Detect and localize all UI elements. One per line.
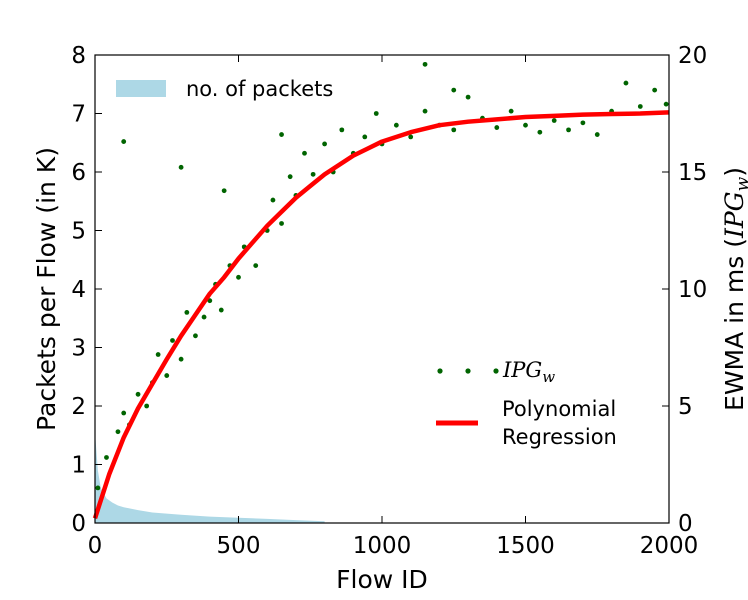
x-tick-label: 1000 [353,533,412,559]
regression-line-layer [92,110,670,520]
x-ticks: 0 500 1000 1500 2000 [88,55,699,559]
y-right-tick-label: 0 [678,511,693,537]
legend-dot [493,368,499,374]
y-right-label-prefix: EWMA in ms ( [720,238,748,411]
scatter-point [193,333,198,339]
scatter-point [422,108,428,114]
scatter-point [362,134,368,140]
x-tick-label: 0 [88,533,103,559]
packets-area-layer [95,432,325,523]
scatter-point [104,455,109,460]
y-right-label-suffix: ) [720,167,748,177]
scatter-point [178,356,184,362]
y-right-tick-label: 20 [678,43,707,69]
scatter-point [115,429,121,435]
y-left-tick-label: 6 [71,160,86,186]
y-right-tick-label: 15 [678,160,707,186]
scatter-point [551,118,557,123]
legend-regression-label-line2: Regression [502,425,617,449]
legend-regression-label-line1: Polynomial [502,397,616,421]
scatter-point [566,127,571,133]
scatter-point [155,352,161,357]
y-left-tick-label: 5 [71,219,86,245]
x-tick-label: 2000 [640,533,699,559]
x-tick-label: 1500 [496,533,555,559]
y-left-tick-label: 8 [71,43,86,69]
scatter-point [287,174,293,180]
legend-scatter-marker [437,368,499,374]
scatter-point [164,373,170,378]
scatter-point [121,139,127,144]
scatter-point [537,129,543,135]
y-left-tick-label: 3 [71,336,86,362]
scatter-point [451,127,457,133]
scatter-point [465,94,471,100]
y-left-tick-label: 0 [71,511,86,537]
x-tick-label: 500 [217,533,261,559]
legend-top: no. of packets [116,77,333,101]
scatter-point [279,132,284,137]
scatter-point [422,61,428,67]
scatter-point [494,125,500,130]
scatter-point [523,122,528,128]
legend-dot [437,368,443,374]
scatter-point [302,150,307,156]
y-right-tick-label: 5 [678,394,693,420]
scatter-point [144,403,150,409]
x-axis-label: Flow ID [336,565,428,594]
legend-ipg-label: IPGw [502,358,555,386]
y-right-label-math: IPG [720,191,748,239]
scatter-point [652,87,658,93]
y-right-axis-label: EWMA in ms (IPGw) [720,167,748,411]
scatter-point [373,111,379,116]
scatter-point [322,141,327,147]
scatter-point [170,338,175,343]
scatter-point [221,188,227,194]
scatter-point [201,314,207,320]
scatter-point [218,307,224,313]
legend-packets-label: no. of packets [186,77,333,101]
y-left-axis-label: Packets per Flow (in K) [32,147,61,431]
scatter-point [95,485,101,491]
y-right-label-math-sub: w [733,176,748,191]
scatter-point [580,120,586,126]
y-left-ticks: 0 1 2 3 4 5 6 7 8 [71,43,102,537]
scatter-point [508,108,514,114]
packets-area [95,432,325,523]
legend-ipg-main: IPG [502,358,542,382]
y-left-tick-label: 1 [71,453,86,479]
scatter-point [637,104,643,109]
y-left-tick-label: 7 [71,102,86,128]
y-right-tick-label: 10 [678,277,707,303]
scatter-point [236,274,241,280]
scatter-point [393,122,399,128]
legend-ipg-sub: w [542,368,555,386]
legend-dot [465,368,471,374]
scatter-point [207,298,213,304]
scatter-point [279,221,284,226]
y-left-tick-label: 4 [71,277,86,303]
scatter-point [135,391,141,397]
scatter-point [253,263,259,268]
y-right-ticks: 0 5 10 15 20 [662,43,707,537]
scatter-point [184,310,190,315]
scatter-point [339,127,345,133]
y-left-tick-label: 2 [71,394,86,420]
scatter-point [663,101,669,107]
legend-packets-swatch [116,80,166,97]
scatter-point [310,171,316,177]
scatter-point [178,164,184,170]
scatter-point [121,410,127,416]
scatter-point [451,87,457,93]
scatter-point [270,197,276,203]
legend-bottom: IPGw Polynomial Regression [436,358,617,449]
scatter-point [408,134,414,140]
scatter-point [594,132,600,137]
scatter-point [623,80,629,86]
regression-line [92,110,670,520]
